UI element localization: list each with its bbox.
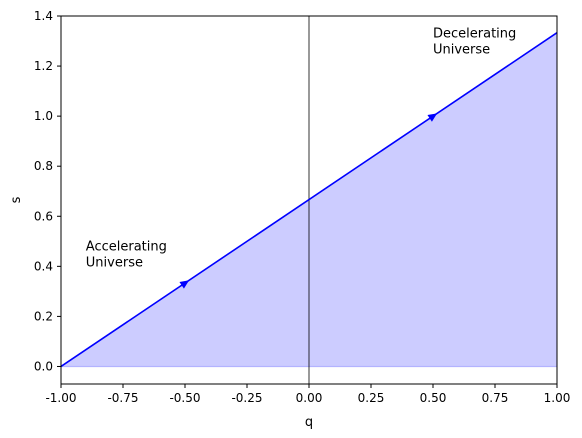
x-tick-label: 0.75 xyxy=(482,391,509,405)
annotation-line: Decelerating xyxy=(433,27,516,42)
y-axis-ticks: 0.0 0.2 0.4 0.6 0.8 1.0 1.2 1.4 xyxy=(34,9,61,373)
direction-arrow-2 xyxy=(427,113,438,122)
plot-area xyxy=(60,15,558,385)
series-line xyxy=(60,32,558,368)
x-axis-ticks: -1.00 -0.75 -0.50 -0.25 0.00 0.25 0.50 0.75 1.00 xyxy=(45,384,570,405)
x-tick-label: -1.00 xyxy=(45,391,76,405)
y-tick-label: 1.4 xyxy=(34,9,53,23)
y-tick-label: 0.6 xyxy=(34,209,53,223)
x-axis-label: q xyxy=(305,415,313,430)
y-axis-label: s xyxy=(9,196,24,203)
x-tick-label: -0.75 xyxy=(107,391,138,405)
x-tick-label: 0.25 xyxy=(358,391,385,405)
x-tick-label: -0.50 xyxy=(169,391,200,405)
x-tick-label: 0.50 xyxy=(420,391,447,405)
y-tick-label: 0.2 xyxy=(34,309,53,323)
y-tick-label: 1.2 xyxy=(34,59,53,73)
annotation-1: Accelerating Universe xyxy=(86,239,167,270)
y-tick-label: 0.8 xyxy=(34,159,53,173)
annotation-line: Accelerating xyxy=(86,239,167,254)
y-tick-label: 0.4 xyxy=(34,259,53,273)
y-tick-label: 0.0 xyxy=(34,359,53,373)
y-tick-label: 1.0 xyxy=(34,109,53,123)
annotation-line: Universe xyxy=(86,255,143,270)
x-tick-label: 0.00 xyxy=(296,391,323,405)
x-tick-label: 1.00 xyxy=(544,391,571,405)
annotation-line: Universe xyxy=(433,43,490,58)
x-tick-label: -0.25 xyxy=(231,391,262,405)
annotation-2: Decelerating Universe xyxy=(433,27,516,58)
direction-arrow-1 xyxy=(179,280,190,289)
